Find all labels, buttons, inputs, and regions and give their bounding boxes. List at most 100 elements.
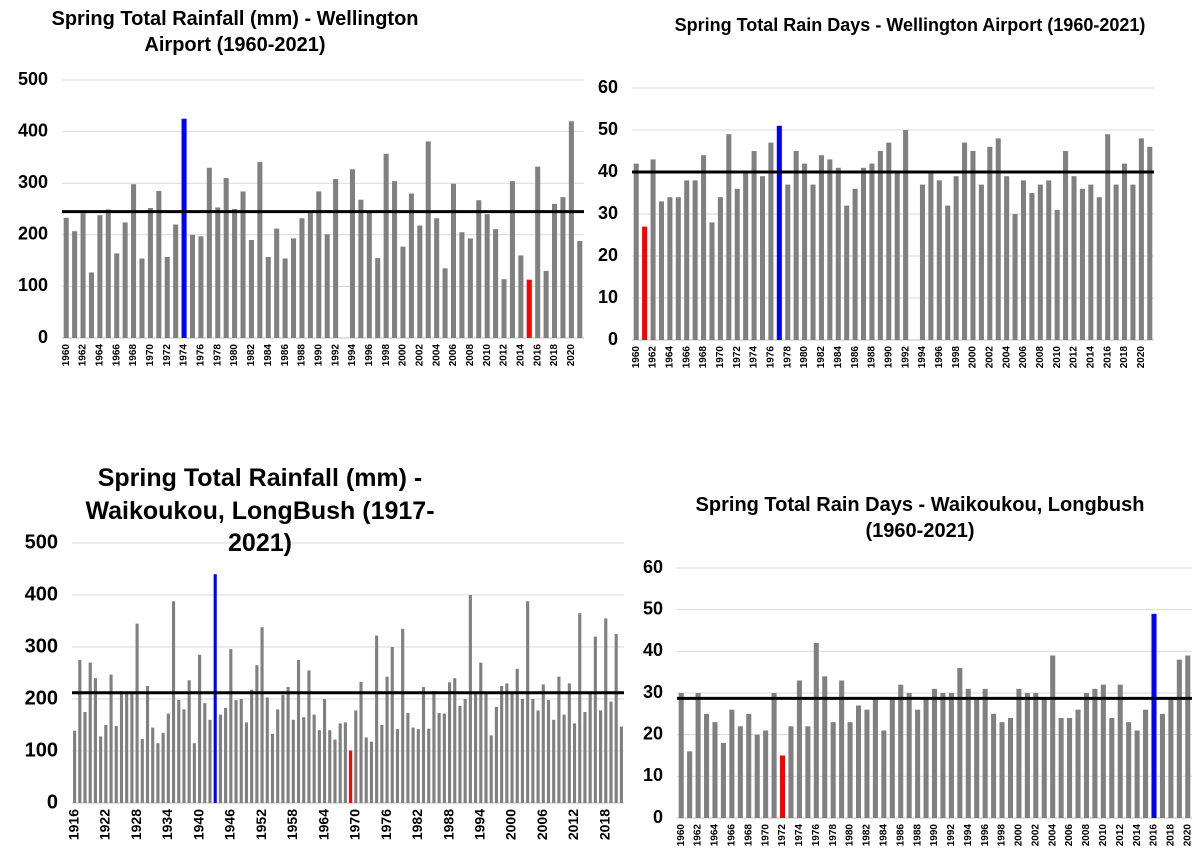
bar [187,680,191,803]
x-tick-label: 1984 [878,824,889,847]
x-tick-label: 1970 [347,809,363,840]
bar [78,660,82,803]
x-tick-label: 1978 [212,344,223,367]
bar [432,691,436,803]
x-tick-label: 1982 [409,809,425,840]
x-tick-label: 1986 [850,346,861,369]
x-tick-label: 2020 [1182,824,1192,847]
x-tick-label: 1996 [364,344,375,367]
bar [839,680,845,818]
bar [827,159,833,340]
bar [140,739,144,803]
bar [771,693,777,818]
bar [1138,138,1144,340]
bar [785,184,791,340]
bar [1071,176,1077,340]
bar [333,739,337,803]
bar [768,142,774,340]
x-tick-label: 2016 [532,344,543,367]
bar [552,203,558,338]
bar [919,184,925,340]
bar [1159,713,1165,818]
bar [72,231,78,338]
chart-title: Spring Total Rain Days - Waikoukou, Long… [695,494,1145,542]
bar [578,613,582,803]
bar [434,218,440,338]
bar [531,699,535,803]
bar [560,197,566,338]
bar [940,693,946,818]
bar [957,668,963,818]
x-tick-label: 2014 [1132,824,1143,847]
bar [80,213,86,338]
bar [557,676,561,803]
bar [224,707,228,803]
bar [1100,684,1106,818]
bar [1054,209,1060,340]
y-tick-label: 0 [608,329,618,349]
bar [726,134,732,340]
x-tick-label: 1964 [315,809,331,840]
bar [729,709,735,818]
bar [442,713,446,803]
bar [953,176,959,340]
x-tick-label: 2002 [1030,824,1041,847]
x-tick-label: 1978 [828,824,839,847]
bar [751,151,757,340]
x-tick-label: 1952 [253,809,269,840]
bar [609,701,613,803]
bar [1083,693,1089,818]
bar [255,665,259,803]
y-tick-label: 500 [25,531,58,553]
x-tick-label: 2016 [1102,346,1113,369]
y-tick-label: 300 [18,172,48,192]
bar [776,125,782,340]
x-tick-label: 2004 [1001,346,1012,369]
x-tick-label: 1982 [816,346,827,369]
bar [296,660,301,803]
bar [312,714,316,803]
bar [974,697,980,818]
y-tick-label: 40 [643,640,663,660]
bar [928,172,934,340]
bar [599,710,603,803]
bar [906,693,912,818]
bar [1067,718,1073,818]
bar [1096,197,1102,340]
x-tick-label: 1962 [648,346,659,369]
bar [915,709,921,818]
bar [1037,184,1043,340]
bar [88,272,94,338]
bar [546,700,551,803]
x-tick-label: 1986 [280,344,291,367]
bar [709,222,715,340]
bar [151,727,155,803]
x-tick-label: 1990 [929,824,940,847]
x-tick-label: 2010 [1052,346,1063,369]
y-tick-label: 400 [18,120,48,140]
bar [712,722,718,818]
x-tick-label: 2008 [1035,346,1046,369]
bar [375,635,379,803]
x-tick-label: 2012 [499,344,510,367]
bar [1012,214,1018,340]
bar [171,601,176,803]
x-tick-label: 1992 [900,346,911,369]
x-tick-label: 1972 [732,346,743,369]
x-tick-label: 1940 [190,809,206,840]
bar [754,734,760,818]
x-tick-label: 2016 [1149,824,1160,847]
bar [978,184,984,340]
x-tick-label: 1958 [284,809,300,840]
bar [536,710,540,803]
bar [333,179,339,338]
x-tick-label: 1992 [330,344,341,367]
bar [805,726,811,818]
bar [206,167,212,338]
bar [562,714,566,803]
y-tick-label: 300 [25,635,58,657]
bar [244,722,249,803]
bar [114,726,118,803]
x-tick-label: 1972 [777,824,788,847]
